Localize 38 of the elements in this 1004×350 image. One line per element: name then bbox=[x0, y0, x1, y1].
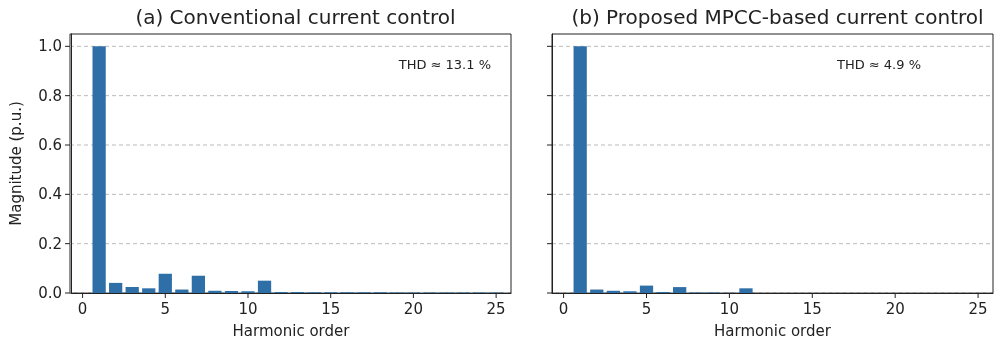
x-tick-label: 10 bbox=[719, 299, 739, 318]
bar bbox=[109, 282, 123, 293]
x-tick-label: 20 bbox=[885, 299, 905, 318]
y-tick-label: 0.6 bbox=[38, 136, 62, 154]
y-tick-label: 0.2 bbox=[38, 234, 62, 253]
chart-title: (b) Proposed MPCC-based current control bbox=[571, 5, 984, 29]
x-tick-label: 0 bbox=[558, 299, 569, 318]
y-tick-label: 0.0 bbox=[38, 284, 62, 302]
bar bbox=[257, 280, 272, 293]
bar bbox=[191, 275, 205, 293]
bar bbox=[739, 288, 753, 293]
x-axis-title: Harmonic order bbox=[714, 321, 832, 340]
bar bbox=[639, 285, 654, 293]
bar bbox=[573, 46, 587, 293]
x-tick-label: 25 bbox=[486, 299, 506, 318]
y-tick-label: 0.8 bbox=[38, 86, 62, 105]
x-tick-label: 5 bbox=[641, 299, 652, 318]
bar bbox=[92, 46, 106, 293]
x-tick-label: 15 bbox=[321, 299, 341, 318]
annotation: THD ≈ 4.9 % bbox=[835, 57, 921, 72]
bar bbox=[125, 287, 139, 293]
y-tick-label: 1.0 bbox=[38, 37, 62, 56]
x-tick-label: 25 bbox=[968, 299, 988, 318]
bar bbox=[673, 287, 687, 293]
x-tick-label: 10 bbox=[238, 299, 258, 318]
bar bbox=[142, 288, 156, 293]
bar bbox=[208, 290, 222, 293]
x-tick-label: 15 bbox=[802, 299, 822, 318]
chart-title: (a) Conventional current control bbox=[135, 5, 456, 29]
y-tick-label: 0.4 bbox=[38, 185, 62, 204]
x-tick-label: 0 bbox=[77, 299, 88, 318]
annotation: THD ≈ 13.1 % bbox=[397, 57, 492, 72]
y-axis-title: Magnitude (p.u.) bbox=[6, 101, 25, 226]
x-tick-label: 5 bbox=[160, 299, 171, 318]
x-tick-label: 20 bbox=[403, 299, 423, 318]
x-axis-title: Harmonic order bbox=[232, 321, 351, 340]
bar bbox=[158, 273, 172, 293]
bar bbox=[606, 290, 620, 293]
